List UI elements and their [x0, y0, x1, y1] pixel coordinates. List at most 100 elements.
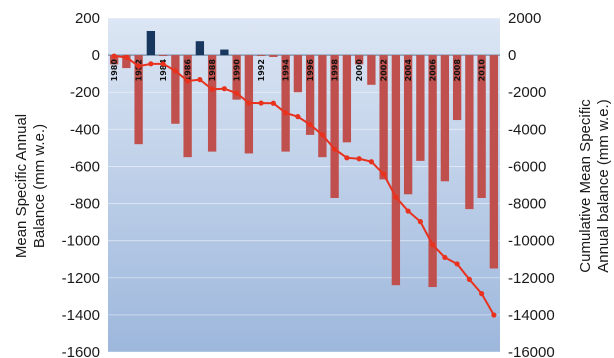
line-point-2009	[466, 276, 472, 282]
bar-1994	[281, 55, 290, 152]
bar-2000	[354, 55, 364, 65]
bar-1982	[134, 55, 143, 145]
bar-1980	[109, 55, 119, 65]
bar-1989	[220, 49, 229, 56]
line-point-2002	[381, 171, 387, 177]
line-point-1995	[295, 114, 301, 120]
line-point-2010	[479, 291, 485, 297]
right-tick-label: -6000	[508, 158, 546, 175]
line-point-1985	[172, 68, 178, 74]
year-label: 1982	[135, 59, 144, 81]
bar-2009	[465, 55, 474, 210]
right-axis-ticks: 2000 0 -2000 -4000 -6000 -8000 -10000 -12000 -14…	[508, 10, 555, 358]
year-label: 1992	[257, 59, 266, 81]
year-label: 2010	[478, 59, 487, 82]
line-point-2005	[417, 219, 423, 225]
left-tick-label: -800	[70, 196, 100, 213]
year-label: 1988	[208, 59, 217, 82]
line-point-2007	[442, 254, 448, 261]
line-point-2000	[356, 156, 362, 162]
bar-1997	[318, 55, 327, 158]
line-point-1996	[307, 122, 313, 128]
line-point-1994	[283, 110, 289, 116]
left-tick-label: -1400	[62, 307, 100, 324]
left-tick-label: 200	[75, 10, 100, 27]
bar-2007	[440, 55, 450, 182]
line-point-1993	[270, 100, 276, 106]
bar-2003	[391, 55, 401, 286]
right-tick-label: -4000	[508, 121, 546, 138]
left-tick-label: -1000	[62, 233, 100, 250]
year-label: 1980	[110, 59, 119, 82]
year-label: 1998	[331, 59, 340, 82]
line-point-2003	[393, 194, 399, 200]
bar-1983	[146, 30, 156, 56]
bar-2004	[403, 55, 413, 195]
bar-2001	[367, 55, 376, 85]
right-tick-label: -8000	[508, 196, 546, 213]
line-point-1997	[319, 132, 325, 138]
year-label: 2004	[404, 59, 413, 82]
line-point-1999	[344, 155, 350, 161]
line-point-2008	[454, 261, 460, 267]
cumulative-line	[114, 55, 495, 316]
bar-2002	[379, 55, 388, 180]
line-point-1980	[111, 53, 117, 59]
line-point-2006	[430, 242, 436, 248]
right-tick-label: 0	[508, 47, 516, 64]
line-point-1989	[221, 86, 227, 92]
bar-1981	[122, 55, 131, 69]
year-label: 2002	[380, 59, 389, 81]
line-point-1988	[209, 86, 215, 92]
left-axis-title-line1: Mean Specific Annual	[13, 114, 30, 258]
line-point-1992	[258, 100, 264, 106]
bar-2010	[477, 55, 486, 198]
bar-2005	[416, 55, 425, 161]
right-tick-label: -12000	[508, 270, 555, 287]
year-label: 1994	[282, 59, 291, 82]
left-tick-label: -600	[70, 158, 100, 175]
bar-1996	[305, 55, 315, 135]
bar-1984	[158, 55, 168, 57]
year-label: 1984	[159, 59, 168, 82]
line-point-1983	[148, 61, 154, 67]
line-point-1991	[246, 100, 252, 106]
right-tick-label: -16000	[508, 344, 555, 358]
line-point-1987	[197, 77, 203, 83]
year-label: 2006	[429, 59, 438, 82]
left-tick-label: -1200	[62, 270, 100, 287]
year-label: 2000	[355, 59, 364, 82]
line-point-2011	[491, 312, 497, 318]
left-axis-ticks: 200 0 -200 -400 -600 -800 -1000 -1200 -1400 -1600	[62, 10, 100, 358]
left-tick-label: -400	[70, 121, 100, 138]
left-axis-title-line2: Balance (mm w.e.)	[31, 124, 48, 248]
bar-1993	[269, 55, 278, 57]
year-label: 1990	[233, 59, 242, 82]
cumulative-line-series	[111, 53, 497, 318]
line-point-1990	[234, 90, 240, 96]
bar-1987	[195, 41, 205, 56]
year-labels: 1980 1982 1984 1986 1988 1990 1992 1994 1996 1998…	[110, 59, 487, 82]
bar-1995	[293, 55, 303, 93]
right-tick-label: -10000	[508, 233, 555, 250]
left-tick-label: 0	[92, 47, 100, 64]
bar-1992	[256, 55, 266, 57]
bar-1990	[232, 55, 241, 100]
right-tick-label: -14000	[508, 307, 555, 324]
year-label: 1986	[184, 59, 193, 82]
left-tick-label: -1600	[62, 344, 100, 358]
bar-1986	[183, 55, 192, 158]
line-point-1986	[185, 78, 191, 84]
bar-2006	[428, 55, 437, 288]
bar-1985	[171, 55, 180, 124]
bar-series	[109, 30, 499, 288]
bar-1988	[207, 55, 217, 152]
right-tick-label: 2000	[508, 10, 541, 27]
line-point-1984	[160, 61, 166, 67]
line-point-1981	[123, 54, 129, 60]
left-tick-label: -200	[70, 84, 100, 101]
right-axis-title-line2: Annual balance (mm w.e.)	[595, 99, 612, 272]
line-point-1982	[136, 63, 142, 69]
line-point-1998	[332, 146, 338, 152]
